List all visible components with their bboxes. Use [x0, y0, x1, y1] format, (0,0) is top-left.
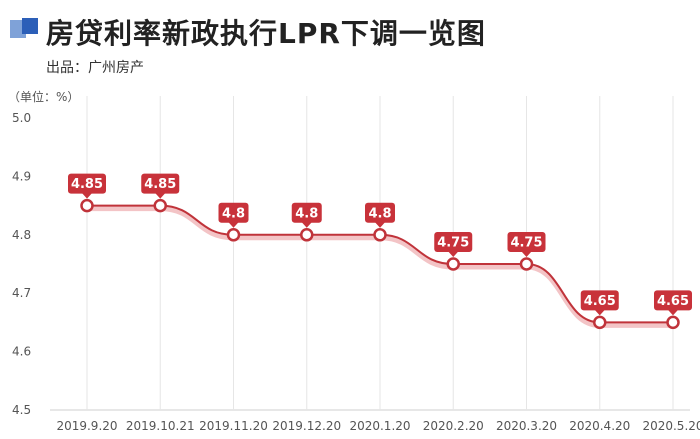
data-label: 4.75: [507, 232, 546, 257]
y-tick-label: 4.8: [12, 228, 31, 242]
x-tick-label: 2020.3.20: [496, 419, 557, 433]
data-label-box: [434, 232, 473, 252]
x-tick-label: 2019.10.21: [126, 419, 195, 433]
data-point: [373, 228, 387, 242]
data-label-pointer: [668, 309, 678, 316]
data-label-box: [141, 173, 180, 194]
data-label-pointer: [82, 193, 92, 199]
x-tick-label: 2019.11.20: [199, 419, 268, 433]
y-tick-label: 4.6: [12, 345, 31, 359]
chart-header: 房贷利率新政执行LPR下调一览图 出品：广州房产: [0, 0, 700, 84]
x-tick-label: 2020.2.20: [423, 419, 484, 433]
data-label-box: [654, 290, 692, 311]
data-label-text: 4.8: [295, 206, 318, 221]
chart-source: 出品：广州房产: [46, 60, 144, 76]
data-label-text: 4.85: [144, 177, 176, 192]
data-label-text: 4.8: [368, 206, 391, 221]
data-label-text: 4.65: [657, 294, 689, 309]
data-label: 4.65: [654, 290, 692, 316]
y-tick-label: 4.9: [12, 169, 31, 183]
data-point: [593, 315, 607, 330]
data-label: 4.8: [218, 202, 249, 228]
data-label-pointer: [448, 251, 459, 257]
chart-title: 房贷利率新政执行LPR下调一览图: [46, 17, 486, 50]
y-tick-label: 4.7: [12, 286, 31, 300]
data-label-box: [68, 173, 106, 194]
x-tick-label: 2019.9.20: [56, 419, 117, 433]
data-label-pointer: [155, 193, 166, 199]
data-label-pointer: [301, 222, 312, 228]
x-tick-label: 2020.1.20: [349, 419, 410, 433]
x-tick-label: 2020.5.20: [642, 419, 700, 433]
y-tick-label: 5.0: [12, 111, 31, 125]
data-point: [519, 257, 534, 271]
data-label-pointer: [521, 251, 532, 257]
logo-squares-icon: [6, 12, 40, 46]
data-point: [300, 228, 314, 242]
x-tick-label: 2020.4.20: [569, 419, 630, 433]
data-point: [446, 257, 460, 271]
data-label-pointer: [375, 222, 385, 228]
data-label-text: 4.85: [71, 177, 103, 192]
data-label: 4.8: [365, 202, 395, 228]
data-label-text: 4.65: [584, 294, 616, 309]
data-label-box: [365, 202, 395, 223]
data-label-box: [218, 202, 249, 223]
data-label-text: 4.8: [222, 206, 245, 221]
data-point: [80, 198, 94, 213]
data-label-box: [580, 290, 619, 311]
data-label-pointer: [228, 222, 239, 228]
data-point: [666, 315, 680, 330]
y-axis-unit: （单位：%）: [8, 90, 80, 104]
data-label: 4.75: [434, 232, 473, 257]
data-label: 4.85: [141, 173, 180, 199]
data-label-box: [291, 202, 322, 223]
data-point: [226, 228, 241, 242]
data-point: [153, 198, 167, 213]
data-label-box: [507, 232, 546, 252]
x-tick-label: 2019.12.20: [272, 419, 341, 433]
data-label: 4.65: [580, 290, 619, 316]
y-tick-label: 4.5: [12, 403, 31, 417]
data-label-text: 4.75: [510, 236, 542, 251]
data-label-text: 4.75: [437, 236, 469, 251]
data-label-pointer: [594, 309, 605, 316]
data-label: 4.8: [291, 202, 322, 228]
data-label: 4.85: [68, 173, 106, 199]
